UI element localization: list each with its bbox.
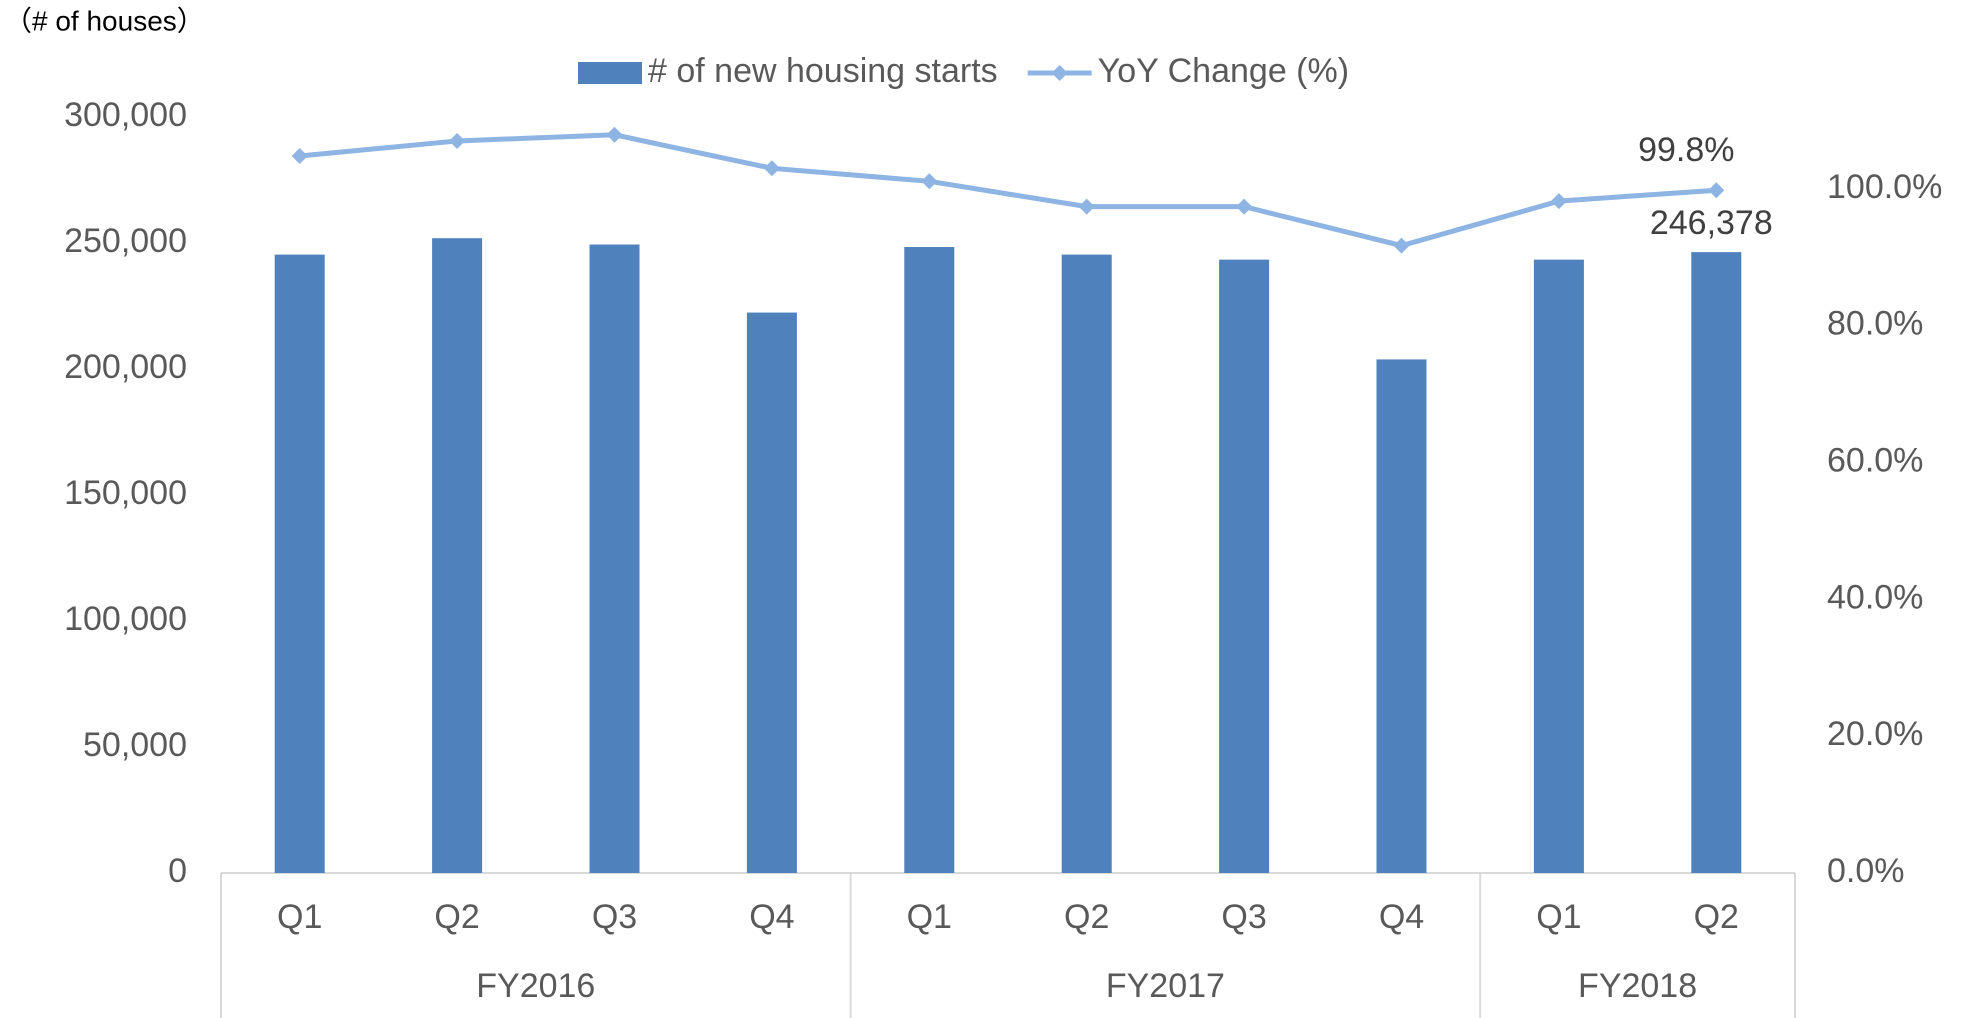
x-tick-label: Q4	[749, 898, 794, 936]
group-label: FY2017	[1106, 967, 1225, 1005]
y-tick-label: 100,000	[64, 600, 187, 638]
marker	[1550, 193, 1567, 210]
x-tick-label: Q1	[1536, 898, 1581, 936]
x-tick-label: Q4	[1379, 898, 1424, 936]
data-label: 246,378	[1650, 204, 1773, 242]
y-tick-label: 0	[168, 852, 187, 890]
legend-swatch	[578, 62, 642, 84]
y-axis-title: （# of houses）	[4, 5, 205, 36]
bar	[274, 254, 325, 874]
x-tick-label: Q3	[1221, 898, 1266, 936]
group-label: FY2018	[1578, 967, 1697, 1005]
bar	[1376, 359, 1427, 873]
bar	[589, 244, 640, 874]
y2-tick-label: 60.0%	[1827, 441, 1923, 479]
legend-label: YoY Change (%)	[1098, 52, 1349, 90]
marker	[449, 132, 466, 149]
line	[299, 132, 1717, 249]
x-tick-label: Q2	[434, 898, 479, 936]
y2-tick-label: 40.0%	[1827, 578, 1923, 616]
group-label: FY2016	[476, 967, 595, 1005]
x-tick-label: Q1	[907, 898, 952, 936]
x-tick-label: Q1	[277, 898, 322, 936]
bar	[1533, 259, 1584, 874]
y-tick-label: 150,000	[64, 474, 187, 512]
marker	[291, 147, 308, 164]
marker	[1236, 198, 1253, 215]
marker	[1708, 182, 1725, 199]
bar	[1691, 252, 1742, 873]
legend-marker	[1051, 65, 1068, 81]
bar	[746, 312, 797, 873]
y-tick-label: 200,000	[64, 348, 187, 386]
x-tick-label: Q2	[1694, 898, 1739, 936]
marker	[1078, 198, 1095, 215]
y2-tick-label: 0.0%	[1827, 852, 1905, 890]
y2-tick-label: 100.0%	[1827, 168, 1942, 206]
y-tick-label: 300,000	[64, 96, 187, 134]
bar	[1061, 254, 1112, 874]
y2-tick-label: 80.0%	[1827, 305, 1923, 343]
y-tick-label: 250,000	[64, 222, 187, 260]
marker	[606, 126, 623, 143]
legend-label: # of new housing starts	[648, 52, 998, 90]
bar	[432, 238, 483, 873]
data-label: 99.8%	[1638, 131, 1734, 169]
bar	[904, 247, 955, 874]
y-tick-label: 50,000	[83, 726, 187, 764]
marker	[921, 173, 938, 190]
y2-tick-label: 20.0%	[1827, 715, 1923, 753]
x-tick-label: Q3	[592, 898, 637, 936]
marker	[763, 160, 780, 177]
bar	[1219, 259, 1270, 874]
marker	[1393, 237, 1410, 254]
x-tick-label: Q2	[1064, 898, 1109, 936]
